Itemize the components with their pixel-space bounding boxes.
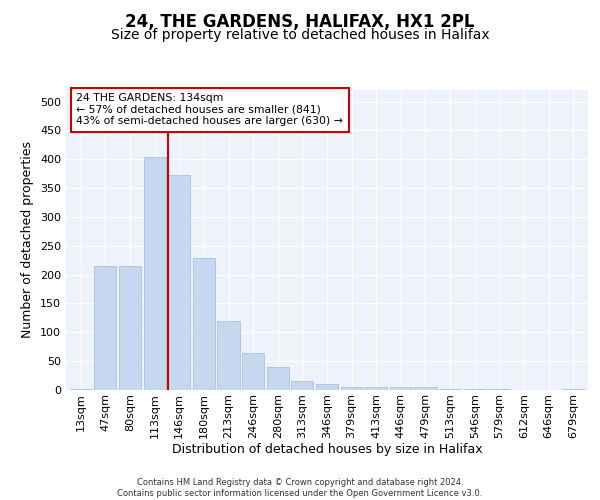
Bar <box>266 367 289 390</box>
Bar <box>365 387 388 390</box>
X-axis label: Distribution of detached houses by size in Halifax: Distribution of detached houses by size … <box>172 444 482 456</box>
Y-axis label: Number of detached properties: Number of detached properties <box>22 142 34 338</box>
Bar <box>390 387 412 390</box>
Bar <box>193 258 215 390</box>
Bar <box>168 175 190 390</box>
Text: Contains HM Land Registry data © Crown copyright and database right 2024.
Contai: Contains HM Land Registry data © Crown c… <box>118 478 482 498</box>
Bar <box>242 352 264 390</box>
Bar <box>316 384 338 390</box>
Text: 24, THE GARDENS, HALIFAX, HX1 2PL: 24, THE GARDENS, HALIFAX, HX1 2PL <box>125 12 475 30</box>
Bar <box>562 389 584 390</box>
Bar <box>217 322 239 390</box>
Bar <box>143 158 166 390</box>
Bar <box>291 381 313 390</box>
Bar <box>70 389 92 390</box>
Text: 24 THE GARDENS: 134sqm
← 57% of detached houses are smaller (841)
43% of semi-de: 24 THE GARDENS: 134sqm ← 57% of detached… <box>76 93 343 126</box>
Bar <box>439 389 461 390</box>
Bar <box>94 266 116 390</box>
Bar <box>119 266 141 390</box>
Bar <box>341 387 363 390</box>
Text: Size of property relative to detached houses in Halifax: Size of property relative to detached ho… <box>110 28 490 42</box>
Bar <box>464 389 486 390</box>
Bar <box>415 386 437 390</box>
